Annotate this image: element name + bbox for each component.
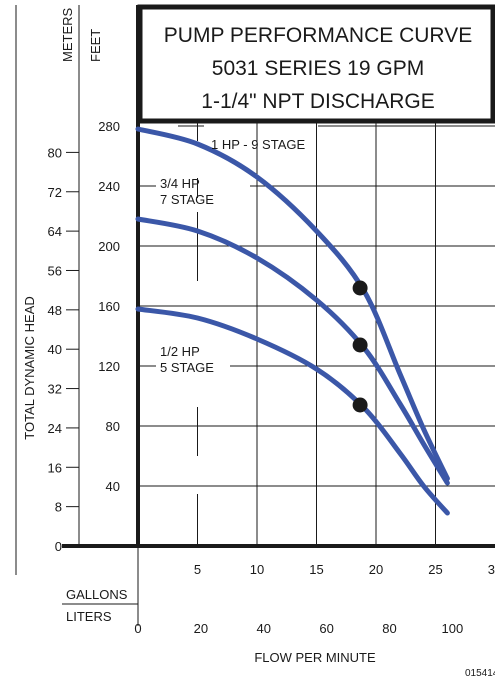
liter-tick-label: 40 xyxy=(257,621,271,636)
x-axis-title: FLOW PER MINUTE xyxy=(254,650,376,665)
tick-labels: 2802402001601208040807264564840322416805… xyxy=(22,8,495,679)
meter-tick-label: 24 xyxy=(48,421,62,436)
liter-tick-label: 0 xyxy=(134,621,141,636)
feet-tick-label: 280 xyxy=(98,119,120,134)
feet-tick-label: 240 xyxy=(98,179,120,194)
gallons-unit-label: GALLONS xyxy=(66,587,128,602)
liter-tick-label: 20 xyxy=(194,621,208,636)
curve-series-2 xyxy=(135,216,450,486)
curve-marker-3 xyxy=(352,397,368,413)
y-axis-title: TOTAL DYNAMIC HEAD xyxy=(22,296,37,440)
meter-tick-label: 16 xyxy=(48,460,62,475)
feet-tick-label: 120 xyxy=(98,359,120,374)
curve-marker-2 xyxy=(352,337,368,353)
curve-labels: 1 HP - 9 STAGE 3/4 HP7 STAGE 1/2 HP5 STAGE xyxy=(160,137,305,375)
meter-tick-label: 64 xyxy=(48,224,62,239)
curve-marker-1 xyxy=(352,280,368,296)
gallon-tick-label: 15 xyxy=(309,562,323,577)
feet-unit-label: FEET xyxy=(88,29,103,62)
liters-unit-label: LITERS xyxy=(66,609,112,624)
curve-label-3: 1/2 HP xyxy=(160,344,200,359)
curve-series-1 xyxy=(135,126,450,481)
gallon-tick-label: 20 xyxy=(369,562,383,577)
meter-tick-label: 48 xyxy=(48,303,62,318)
meter-tick-label: 32 xyxy=(48,382,62,397)
feet-tick-label: 160 xyxy=(98,299,120,314)
curve-series-3 xyxy=(135,306,450,516)
meter-tick-label: 56 xyxy=(48,263,62,278)
curve-label-2: 3/4 HP xyxy=(160,176,200,191)
liter-tick-label: 80 xyxy=(382,621,396,636)
title-box: PUMP PERFORMANCE CURVE 5031 SERIES 19 GPM… xyxy=(137,4,495,124)
gallon-tick-label: 30 xyxy=(488,562,495,577)
meter-tick-label: 72 xyxy=(48,185,62,200)
liter-tick-label: 100 xyxy=(442,621,464,636)
feet-tick-label: 80 xyxy=(106,419,120,434)
meter-tick-label: 8 xyxy=(55,500,62,515)
title-box-frame xyxy=(137,4,495,124)
figure-code: 015414 xyxy=(465,668,495,679)
title-line-2: 5031 SERIES 19 GPM xyxy=(212,57,424,80)
meter-tick-label: 0 xyxy=(55,539,62,554)
gallon-tick-label: 10 xyxy=(250,562,264,577)
meters-unit-label: METERS xyxy=(60,8,75,63)
feet-tick-label: 200 xyxy=(98,239,120,254)
feet-tick-label: 40 xyxy=(106,479,120,494)
curve-label-1: 1 HP - 9 STAGE xyxy=(211,137,305,152)
curve-label-2: 7 STAGE xyxy=(160,192,214,207)
gallon-tick-label: 5 xyxy=(194,562,201,577)
title-line-1: PUMP PERFORMANCE CURVE xyxy=(164,24,472,47)
liter-tick-label: 60 xyxy=(319,621,333,636)
meter-tick-label: 80 xyxy=(48,145,62,160)
title-line-3: 1-1/4" NPT DISCHARGE xyxy=(201,90,434,113)
performance-curves xyxy=(135,126,450,516)
curve-label-3: 5 STAGE xyxy=(160,360,214,375)
meter-tick-label: 40 xyxy=(48,342,62,357)
gallon-tick-label: 25 xyxy=(428,562,442,577)
